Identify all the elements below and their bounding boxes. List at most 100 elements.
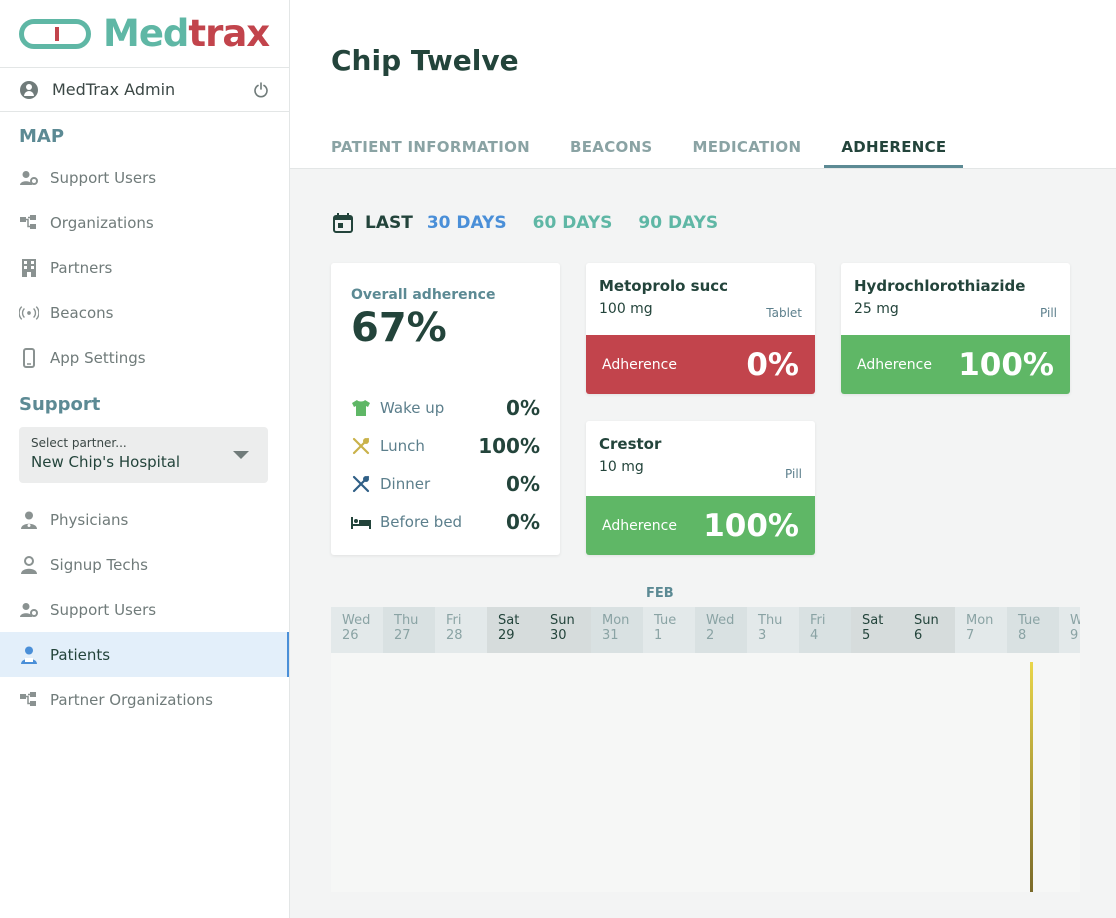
logo-part-trax: trax: [188, 12, 270, 55]
adherence-timeline: FEB Wed 26 Thu 27 Fri 28 Sat 29 Sun 30 Mon 31 Tue 1 We…: [331, 580, 1080, 892]
medication-dose: 100 mg: [599, 301, 653, 317]
sidebar-item-partner-organizations[interactable]: Partner Organizations: [0, 677, 289, 722]
slot-name: Lunch: [380, 437, 425, 455]
sidebar-item-support-users-2[interactable]: Support Users: [0, 587, 289, 632]
timeline-day: Sun 6: [903, 607, 955, 653]
timeline-day-of-week: Mon: [602, 613, 630, 628]
overall-adherence-card: Overall adherence 67% Wake up 0% Lunch 1…: [331, 263, 560, 555]
tab-beacons[interactable]: BEACONS: [570, 138, 653, 156]
sidebar-item-beacons[interactable]: Beacons: [0, 290, 289, 335]
sidebar-item-signup-techs[interactable]: Signup Techs: [0, 542, 289, 587]
timeline-day-number: 3: [758, 628, 767, 643]
timeline-day-number: 27: [394, 628, 411, 643]
logo-part-med: Med: [103, 12, 189, 55]
timeline-day: Tue 8: [1007, 607, 1059, 653]
tab-medication[interactable]: MEDICATION: [692, 138, 802, 156]
slot-wake-up: Wake up 0%: [351, 389, 540, 427]
partner-select[interactable]: Select partner... New Chip's Hospital: [19, 427, 268, 483]
caret-down-icon: [233, 451, 249, 459]
timeline-day: Mon 31: [591, 607, 643, 653]
physician-icon: [19, 510, 39, 530]
sidebar-item-organizations[interactable]: Organizations: [0, 200, 289, 245]
support-section-title: Support: [19, 394, 101, 415]
beacon-icon: [19, 303, 39, 323]
sidebar-item-label: Partner Organizations: [50, 690, 213, 709]
user-avatar-icon: [20, 80, 38, 99]
patient-name: Chip Twelve: [331, 44, 519, 77]
tab-adherence[interactable]: ADHERENCE: [824, 130, 964, 168]
slot-lunch: Lunch 100%: [351, 427, 540, 465]
timeline-day-number: 28: [446, 628, 463, 643]
utensils-icon: [351, 475, 371, 493]
sidebar-item-label: Support Users: [50, 600, 157, 619]
slot-before-bed: Before bed 0%: [351, 503, 540, 541]
logout-power-icon[interactable]: [253, 81, 269, 98]
timeline-day: Sat 29: [487, 607, 539, 653]
medication-card-hydrochlorothiazide[interactable]: Hydrochlorothiazide 25 mg Pill Adherence…: [841, 263, 1070, 394]
patient-icon: [19, 645, 39, 665]
range-30-days[interactable]: 30 DAYS: [426, 213, 507, 233]
sidebar-item-label: Patients: [50, 645, 111, 664]
tab-patient-information[interactable]: PATIENT INFORMATION: [331, 138, 531, 156]
timeline-day-number: 31: [602, 628, 619, 643]
medication-info: Hydrochlorothiazide 25 mg Pill: [841, 263, 1070, 335]
adherence-bar: Adherence 100%: [586, 496, 815, 555]
tab-bar: PATIENT INFORMATION BEACONS MEDICATION A…: [331, 130, 986, 168]
range-90-days[interactable]: 90 DAYS: [638, 213, 719, 233]
timeline-day-number: 29: [498, 628, 515, 643]
org-tree-icon: [19, 690, 39, 710]
timeline-day-number: 30: [550, 628, 567, 643]
medication-info: Crestor 10 mg Pill: [586, 421, 815, 496]
timeline-day-number: 6: [914, 628, 923, 643]
timeline-day: Mon 7: [955, 607, 1007, 653]
timeline-day-number: 5: [862, 628, 871, 643]
timeline-day-number: 4: [810, 628, 819, 643]
main-content: Chip Twelve PATIENT INFORMATION BEACONS …: [290, 0, 1116, 918]
timeline-day-of-week: Thu: [394, 613, 419, 628]
sidebar-item-label: Partners: [50, 258, 113, 277]
pill-logo-icon: [19, 18, 91, 49]
partner-select-value: New Chip's Hospital: [31, 453, 181, 471]
adherence-label: Adherence: [602, 356, 677, 373]
dose-slot-list: Wake up 0% Lunch 100% Dinner 0%: [351, 389, 540, 541]
logo-text: Medtrax: [103, 12, 270, 55]
timeline-day-of-week: Tue: [654, 613, 677, 628]
timeline-day-of-week: Mon: [966, 613, 994, 628]
medication-info: Metoprolo succ 100 mg Tablet: [586, 263, 815, 335]
timeline-day-number: 8: [1018, 628, 1027, 643]
medication-name: Crestor: [599, 435, 662, 453]
timeline-day: Fri 4: [799, 607, 851, 653]
sidebar-item-app-settings[interactable]: App Settings: [0, 335, 289, 380]
adherence-value: 0%: [746, 346, 799, 383]
medication-form: Tablet: [766, 306, 802, 320]
utensils-icon: [351, 437, 371, 455]
partner-select-label: Select partner...: [31, 436, 127, 450]
medication-card-metoprolo[interactable]: Metoprolo succ 100 mg Tablet Adherence 0…: [586, 263, 815, 394]
timeline-day-of-week: Sun: [914, 613, 939, 628]
timeline-day-of-week: Thu: [758, 613, 783, 628]
adherence-value: 100%: [958, 346, 1054, 383]
timeline-day-of-week: Sat: [862, 613, 884, 628]
sidebar-item-support-users[interactable]: Support Users: [0, 155, 289, 200]
sidebar-item-label: Beacons: [50, 303, 114, 322]
timeline-day-of-week: W: [1070, 613, 1080, 628]
sidebar-item-label: App Settings: [50, 348, 146, 367]
timeline-day-number: 2: [706, 628, 715, 643]
map-section-title: MAP: [19, 126, 65, 147]
timeline-chart-area: [331, 653, 1080, 892]
sidebar-item-patients[interactable]: Patients: [0, 632, 289, 677]
slot-value: 0%: [506, 472, 540, 496]
sidebar-item-label: Organizations: [50, 213, 154, 232]
range-last-label: LAST: [365, 213, 413, 233]
sidebar-item-partners[interactable]: Partners: [0, 245, 289, 290]
sidebar-item-physicians[interactable]: Physicians: [0, 497, 289, 542]
range-60-days[interactable]: 60 DAYS: [532, 213, 613, 233]
slot-value: 100%: [478, 434, 540, 458]
logo[interactable]: Medtrax: [0, 0, 289, 68]
sidebar-item-label: Support Users: [50, 168, 157, 187]
shirt-icon: [351, 399, 371, 417]
slot-value: 0%: [506, 396, 540, 420]
medication-card-crestor[interactable]: Crestor 10 mg Pill Adherence 100%: [586, 421, 815, 555]
timeline-day-of-week: Fri: [446, 613, 462, 628]
